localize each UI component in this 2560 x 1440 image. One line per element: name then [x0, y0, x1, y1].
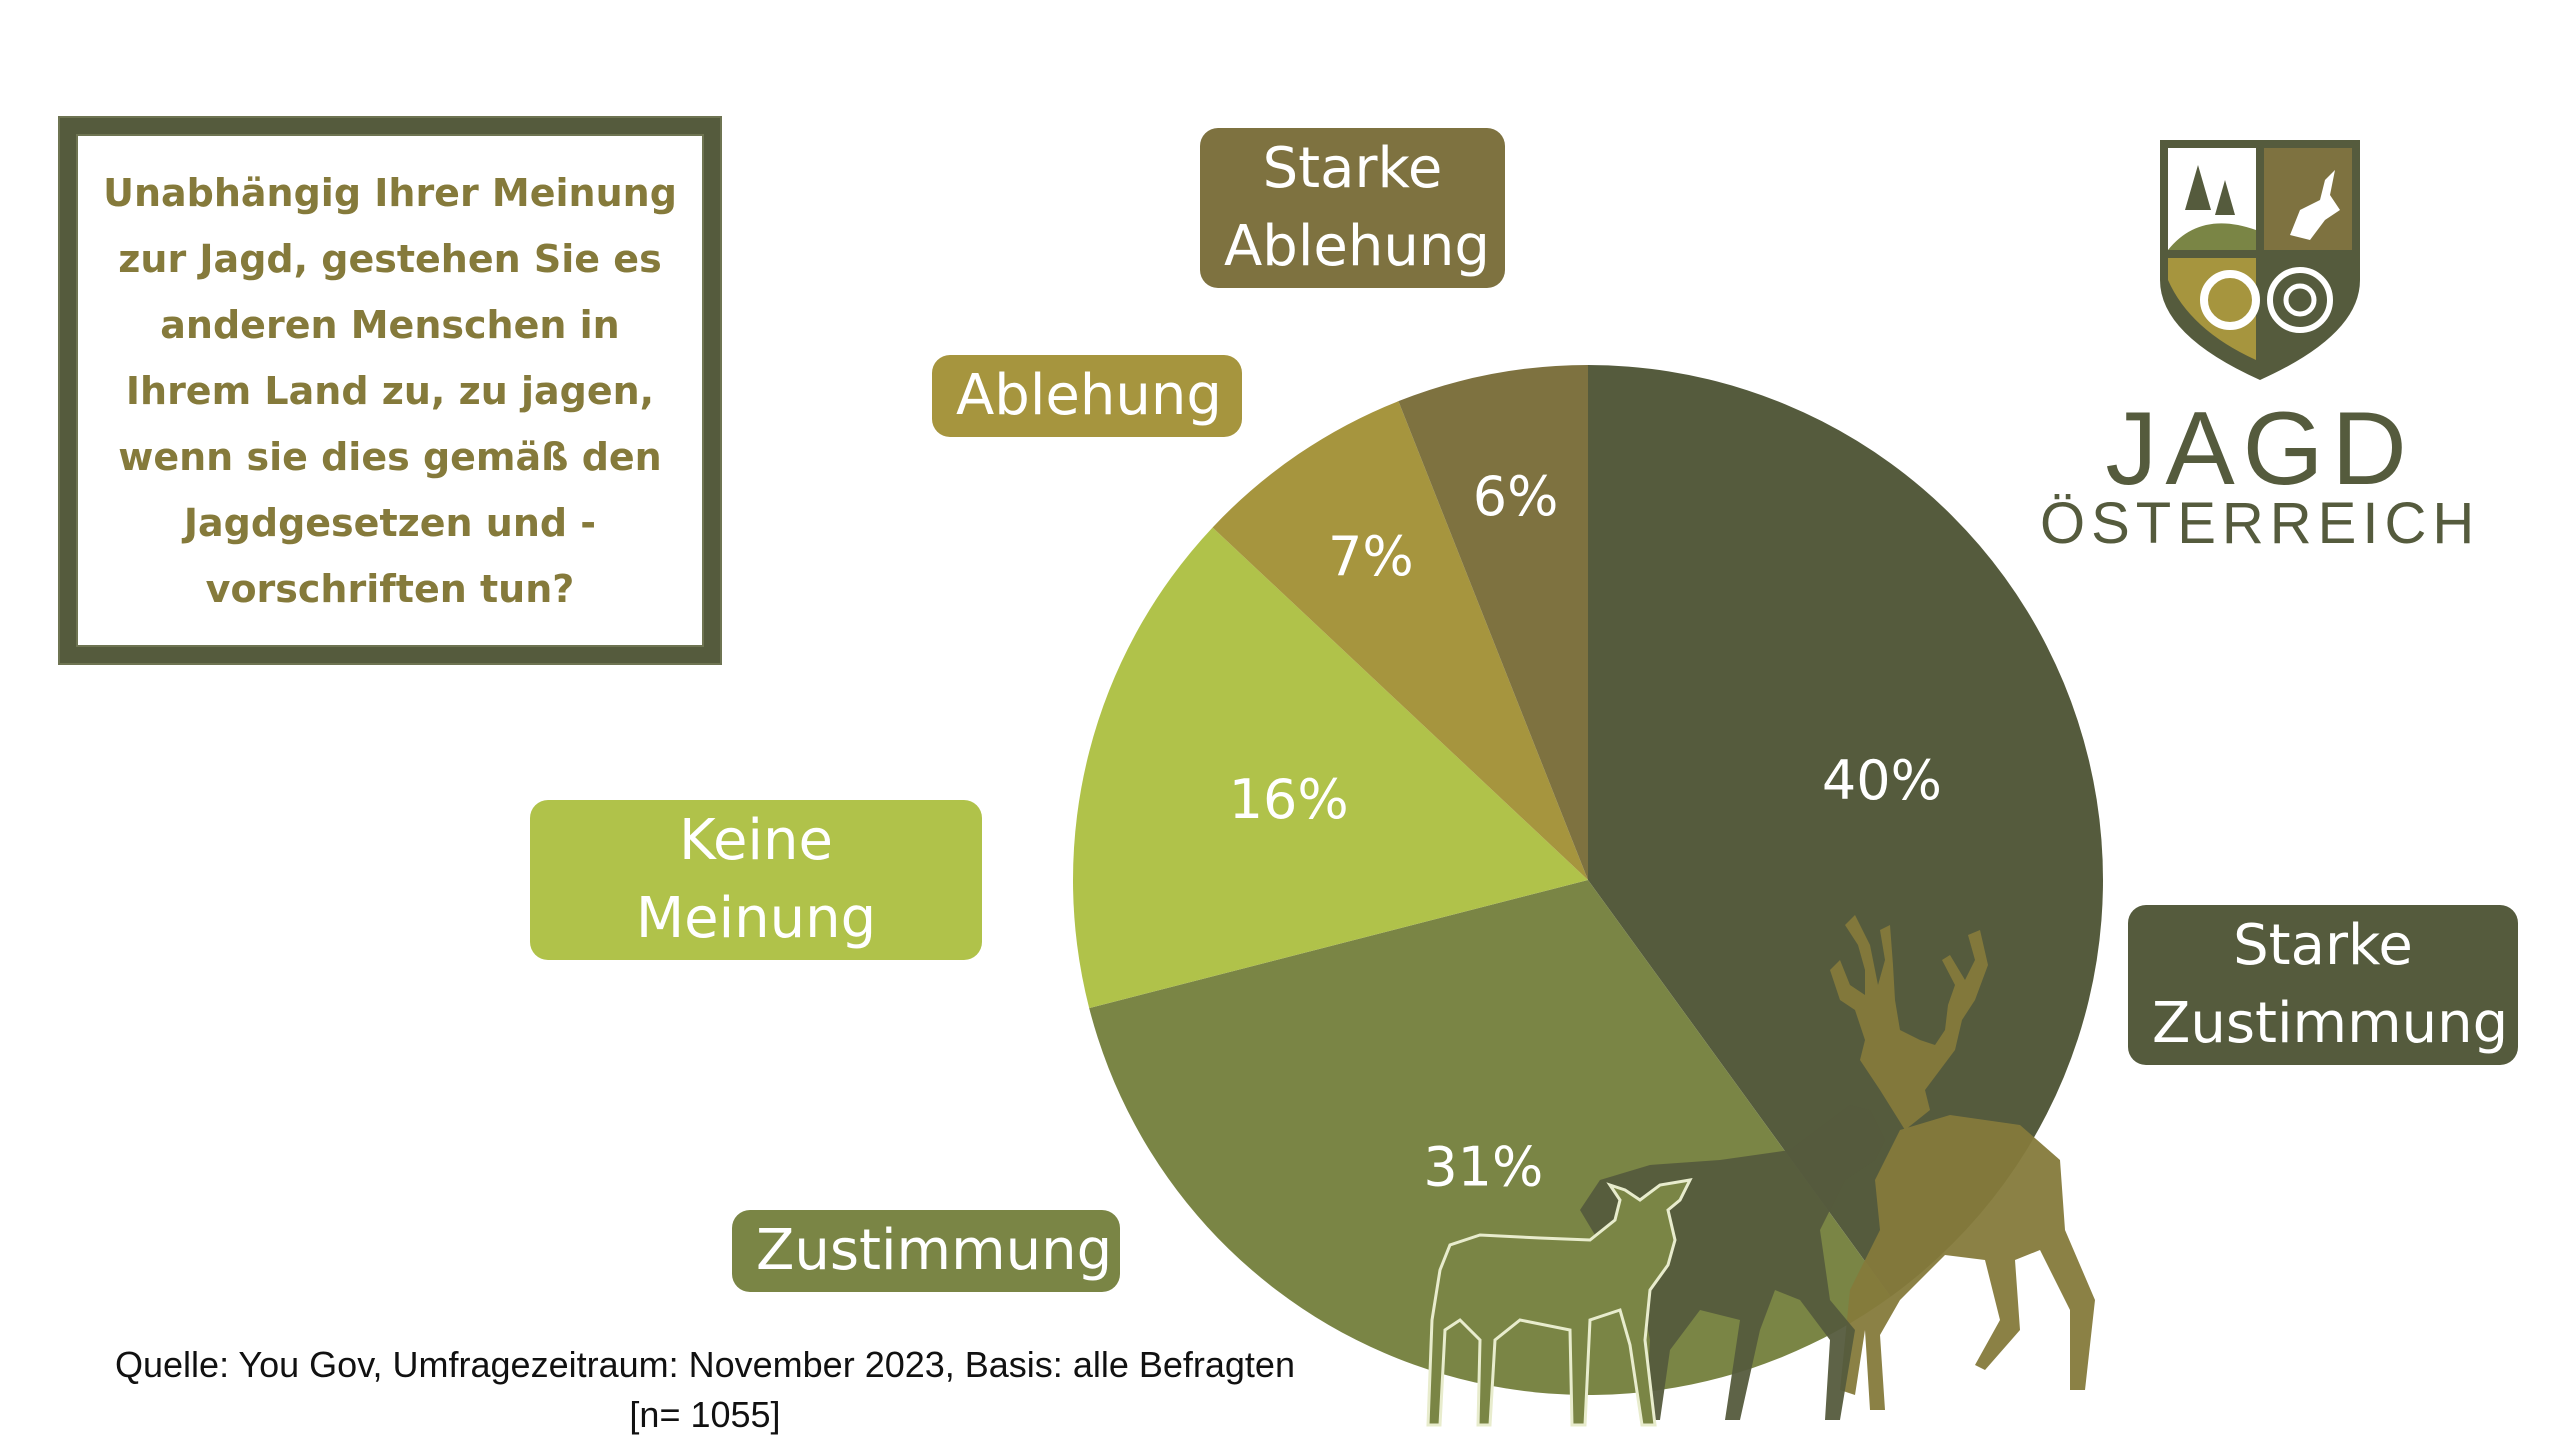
pct-label-ablehnung: 7%: [1328, 525, 1414, 588]
question-text: Unabhängig Ihrer Meinung zur Jagd, geste…: [103, 170, 677, 611]
source-note: Quelle: You Gov, Umfragezeitraum: Novemb…: [115, 1344, 1295, 1435]
pct-label-starke-zustimmung: 40%: [1822, 749, 1942, 812]
deer-silhouettes: [1426, 915, 2095, 1427]
logo-subtitle: ÖSTERREICH: [2040, 491, 2481, 556]
label-keine-meinung: Keine Meinung: [530, 800, 982, 960]
pct-label-zustimmung: 31%: [1423, 1135, 1543, 1198]
target-icon: [2267, 267, 2333, 333]
stag-silhouette: [1830, 915, 2095, 1410]
hill-icon: [2168, 223, 2256, 250]
pie-slice-ablehnung: [1212, 401, 1588, 880]
deer-head-icon: [2290, 170, 2340, 240]
label-starke-zustimmung: Starke Zustimmung: [2128, 905, 2518, 1065]
label-starke-ablehnung: Starke Ablehung: [1200, 128, 1505, 288]
horn-icon: [2200, 270, 2260, 330]
tree-icon: [2185, 165, 2235, 215]
label-zustimmung: Zustimmung: [732, 1210, 1120, 1292]
pie-slice-keine-meinung: [1073, 527, 1588, 1009]
pie-slice-starke-zustimmung: [1588, 365, 2104, 1297]
pct-label-keine-meinung: 16%: [1229, 768, 1349, 831]
pie-slice-starke-ablehnung: [1398, 365, 1588, 880]
doe-silhouette: [1580, 1105, 1885, 1420]
shield-quarter-horn: [2168, 258, 2256, 360]
pct-label-starke-ablehnung: 6%: [1473, 465, 1559, 528]
question-box: Unabhängig Ihrer Meinung zur Jagd, geste…: [60, 118, 720, 663]
jagd-oesterreich-logo: [2160, 140, 2360, 380]
target-inner-ring: [2283, 283, 2317, 317]
fawn-silhouette: [1426, 1178, 1693, 1427]
shield-quarter-deer: [2264, 148, 2352, 250]
logo-title: JAGD: [2105, 391, 2415, 507]
label-ablehnung: Ablehung: [932, 355, 1242, 437]
